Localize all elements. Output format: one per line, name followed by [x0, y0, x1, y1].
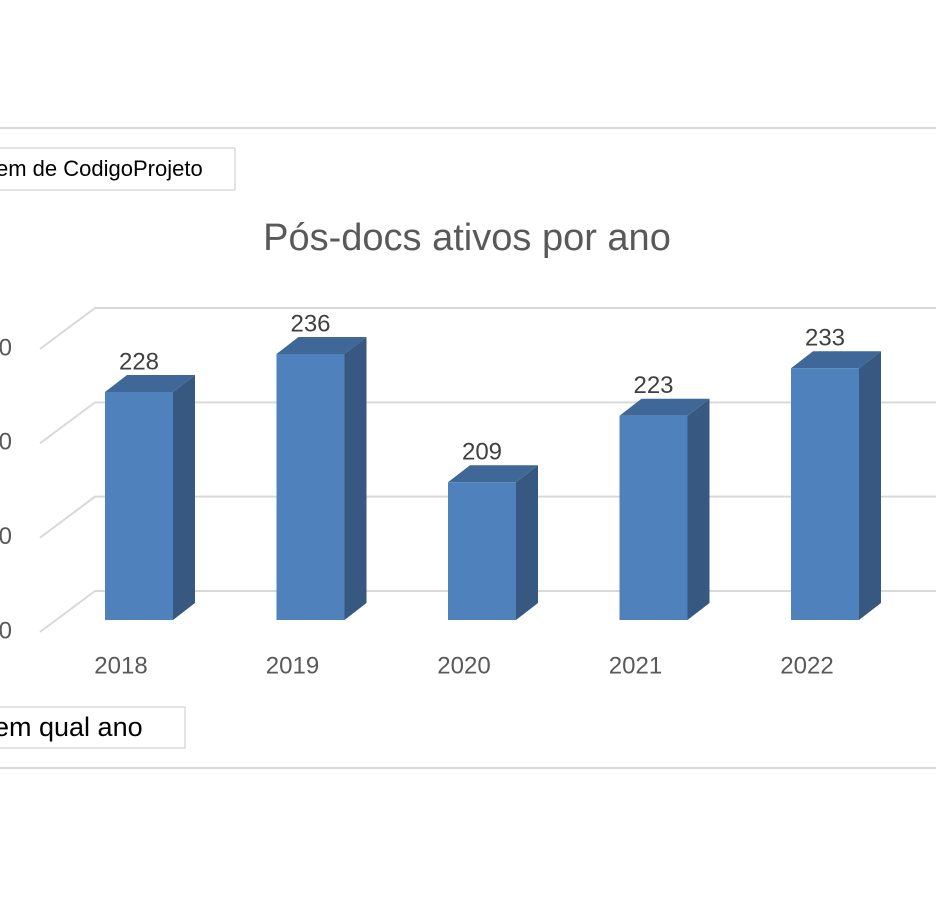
- field-button-label[interactable]: em qual ano: [0, 712, 143, 742]
- bar-side: [859, 351, 881, 620]
- bar-top: [105, 375, 195, 392]
- y-tick-label: 200: [0, 523, 12, 550]
- y-tick-label: 240: [0, 334, 12, 361]
- bar-top: [276, 337, 367, 354]
- bar-side: [173, 375, 195, 620]
- y-tick-label: 220: [0, 429, 12, 456]
- data-label: 209: [462, 439, 502, 466]
- bar: [791, 368, 859, 620]
- bar-top: [791, 351, 881, 369]
- bar: [448, 482, 516, 620]
- data-label: 223: [633, 372, 673, 399]
- bar-side: [344, 337, 367, 620]
- data-label: 233: [805, 325, 845, 352]
- x-tick-label: 2018: [94, 652, 147, 679]
- x-tick-label: 2019: [266, 652, 319, 679]
- x-tick-label: 2020: [437, 652, 490, 679]
- field-button-label[interactable]: em de CodigoProjeto: [0, 156, 203, 181]
- data-label: 236: [290, 310, 330, 337]
- grid-line: [39, 307, 936, 350]
- bar: [105, 392, 173, 620]
- field-button[interactable]: [0, 706, 186, 749]
- x-tick-label: 2022: [780, 652, 833, 679]
- bar: [276, 354, 345, 620]
- bar-top: [448, 465, 538, 483]
- bar-side: [687, 398, 710, 620]
- data-label: 228: [119, 348, 159, 375]
- bar-side: [516, 465, 538, 620]
- x-tick-label: 2021: [609, 652, 662, 679]
- chart-title: Pós-docs ativos por ano: [263, 217, 671, 259]
- field-button[interactable]: [0, 147, 236, 191]
- bar-top: [619, 398, 710, 416]
- y-tick-label: 180: [0, 617, 12, 644]
- bar: [619, 415, 688, 620]
